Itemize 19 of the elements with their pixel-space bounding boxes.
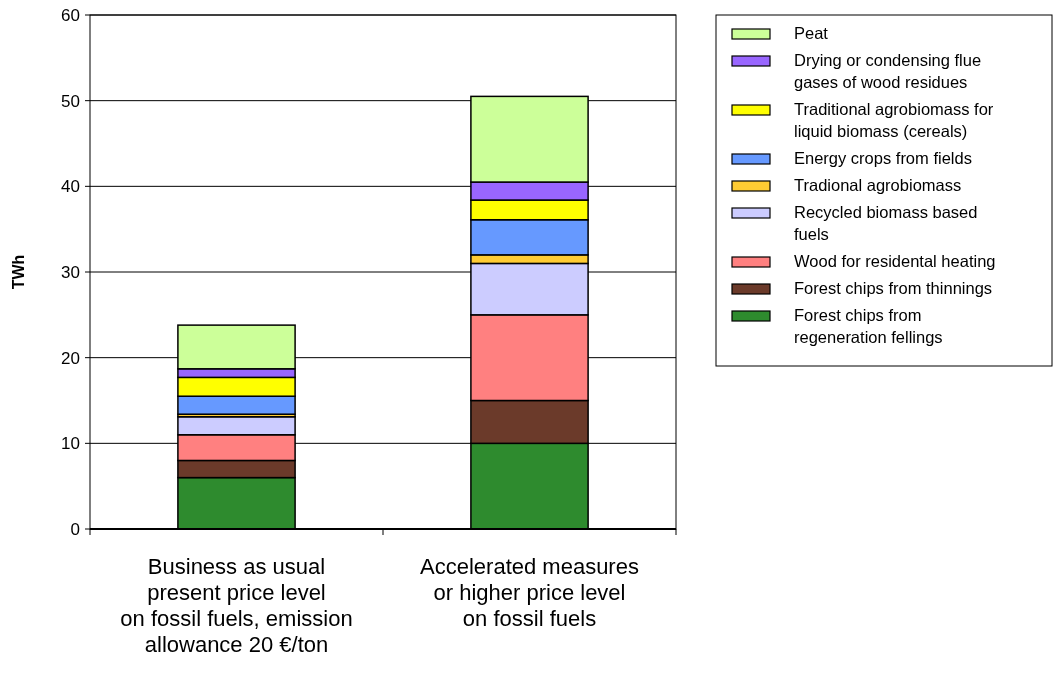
legend-label: Forest chips from thinnings — [794, 278, 993, 297]
legend-label: Forest chips from regeneration fellings — [794, 305, 943, 346]
legend-label: Traditional agrobiomass for liquid biomass (cereals) — [794, 99, 994, 140]
x-tick-label: Accelerated measures or higher price level on fossil fuels — [420, 554, 639, 631]
legend-label: Tradional agrobiomass — [794, 175, 962, 194]
legend-label: Energy crops from fields — [794, 148, 972, 167]
y-tick-label: 60 — [61, 5, 80, 25]
y-tick-label: 30 — [61, 262, 80, 282]
legend-label: Wood for residental heating — [794, 251, 996, 270]
y-tick-label: 40 — [61, 177, 80, 197]
y-tick-label: 50 — [61, 91, 80, 111]
legend-label: Recycled biomass based fuels — [794, 202, 978, 243]
legend-label: Peat — [794, 23, 829, 42]
y-tick-label: 10 — [61, 434, 80, 454]
y-tick-label: 0 — [70, 519, 80, 539]
y-axis-title: TWh — [10, 254, 27, 290]
y-tick-label: 20 — [61, 348, 80, 368]
x-tick-label: Business as usual present price level on fossil fuels, emission allowance 20 €/ton — [120, 554, 353, 657]
legend-label: Drying or condensing flue gases of wood residues — [794, 50, 982, 91]
